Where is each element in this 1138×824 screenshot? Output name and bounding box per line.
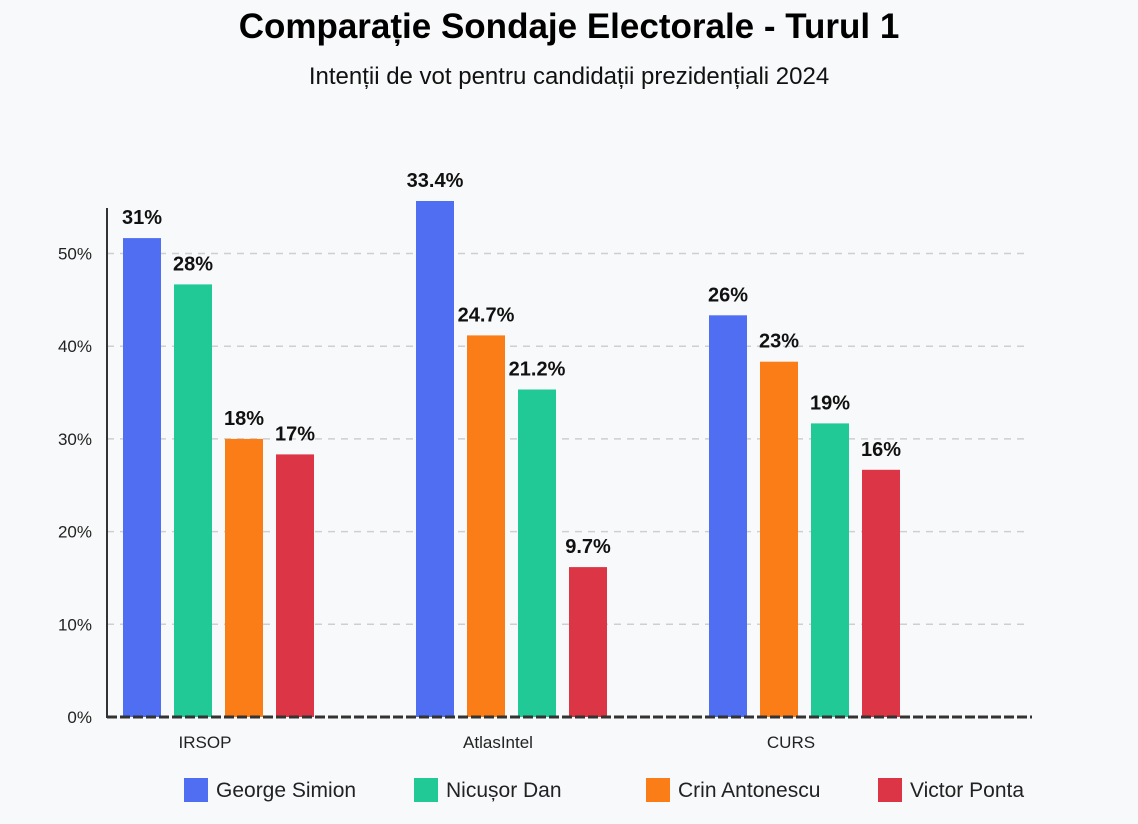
bar: [276, 454, 314, 717]
data-labels: 31% 28% 18% 17% 33.4% 24.7% 21.2% 9.7% 26% 23% 19%…: [122, 170, 901, 558]
legend-item: Victor Ponta: [878, 778, 1024, 802]
data-label: 24.7%: [458, 304, 515, 326]
legend-item: Nicușor Dan: [414, 778, 562, 802]
data-label: 31%: [122, 207, 162, 229]
legend-item: George Simion: [184, 778, 356, 802]
legend-label: Victor Ponta: [910, 779, 1024, 802]
y-tick-label: 20%: [58, 523, 92, 542]
y-axis-ticks: 0% 10% 20% 30% 40% 50%: [58, 245, 92, 728]
bar: [569, 567, 607, 717]
gridlines: [107, 252, 1026, 626]
bar: [174, 284, 212, 717]
bar: [416, 201, 454, 717]
legend-swatch: [878, 778, 902, 802]
legend-label: Crin Antonescu: [678, 779, 820, 802]
bar: [467, 335, 505, 717]
bar: [760, 361, 798, 717]
legend-label: George Simion: [216, 779, 356, 802]
legend-swatch: [184, 778, 208, 802]
chart-subtitle: Intenții de vot pentru candidații prezid…: [309, 63, 829, 90]
bar: [709, 315, 747, 717]
bar: [811, 423, 849, 717]
x-tick-label: AtlasIntel: [463, 733, 533, 752]
legend-item: Crin Antonescu: [646, 778, 820, 802]
y-tick-label: 30%: [58, 430, 92, 449]
data-label: 23%: [759, 331, 799, 353]
legend-swatch: [414, 778, 438, 802]
bars: [123, 201, 900, 717]
legend-label: Nicușor Dan: [446, 779, 562, 802]
data-label: 26%: [708, 284, 748, 306]
y-tick-label: 10%: [58, 615, 92, 634]
data-label: 18%: [224, 408, 264, 430]
legend-swatch: [646, 778, 670, 802]
data-label: 28%: [173, 253, 213, 275]
legend: George Simion Nicușor Dan Crin Antonescu Vi…: [184, 778, 1024, 802]
bar: [862, 469, 900, 717]
data-label: 16%: [861, 439, 901, 461]
bar: [225, 438, 263, 717]
chart-title: Comparație Sondaje Electorale - Turul 1: [239, 7, 900, 46]
y-tick-label: 0%: [67, 708, 92, 727]
x-tick-label: CURS: [767, 733, 815, 752]
data-label: 19%: [810, 392, 850, 414]
data-label: 33.4%: [407, 170, 464, 192]
data-label: 21.2%: [509, 359, 566, 381]
y-tick-label: 40%: [58, 337, 92, 356]
x-tick-label: IRSOP: [179, 733, 232, 752]
bar: [518, 389, 556, 717]
data-label: 17%: [275, 423, 315, 445]
bar: [123, 238, 161, 717]
x-axis-ticks: IRSOP AtlasIntel CURS: [179, 733, 816, 752]
data-label: 9.7%: [565, 536, 611, 558]
y-tick-label: 50%: [58, 245, 92, 264]
